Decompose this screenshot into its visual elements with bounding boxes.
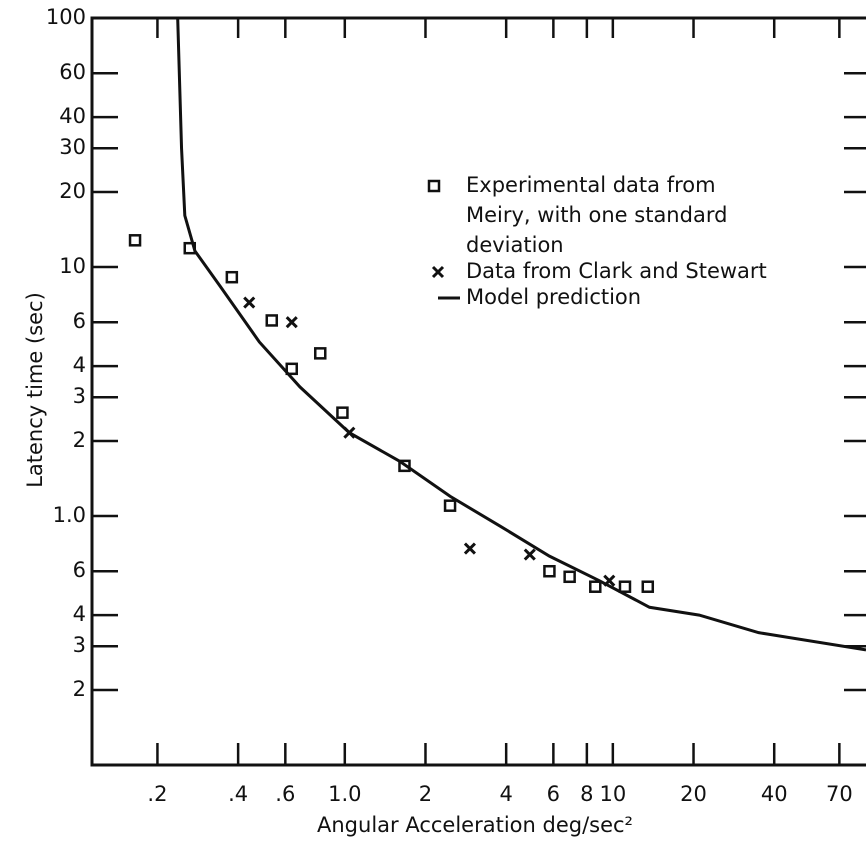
square-marker [641,580,655,593]
x-tick-label: .2 [147,782,167,806]
x-tick-label: .4 [228,782,248,806]
axes-frame [90,16,866,767]
y-axis-label: Latency time (sec) [23,292,47,488]
x-axis-label: Angular Acceleration deg/sec² [317,813,633,837]
cross-marker [463,542,476,555]
cross-marker [243,296,256,309]
cross-marker [523,548,536,561]
square-marker [618,580,632,593]
square-marker [265,314,279,327]
x-tick-label: 40 [761,782,788,806]
y-tick-label: 3 [73,633,86,657]
model-line [176,17,866,652]
square-marker [563,570,576,584]
square-marker [336,406,349,419]
y-tick-label: 100 [46,5,86,29]
square-marker [314,347,327,360]
y-tick-label: 6 [73,558,86,582]
x-tick-label: 20 [680,782,707,806]
y-tick-label: 3 [73,384,86,408]
legend-label: Model prediction [466,285,641,309]
cross-marker [431,265,445,279]
y-tick-label: 2 [73,428,86,452]
square-marker [443,499,457,512]
x-tick-label: 70 [826,782,853,806]
y-tick-label: 4 [73,602,86,626]
y-tick-label: 20 [59,179,86,203]
y-tick-label: 60 [59,60,86,84]
legend-label: Experimental data from Meiry, with one st… [466,173,727,257]
square-marker [427,179,441,193]
legend-label: Data from Clark and Stewart [466,259,767,283]
cross-marker [285,316,298,329]
square-marker [128,234,142,247]
square-marker [589,580,602,593]
x-tick-label: 1.0 [328,782,361,806]
square-marker [285,362,298,376]
y-tick-label: 30 [59,135,86,159]
y-tick-label: 4 [73,353,86,377]
x-tick-label: 6 [547,782,560,806]
y-tick-label: 2 [73,677,86,701]
y-tick-label: 40 [59,104,86,128]
x-tick-label: .6 [275,782,295,806]
square-marker [543,564,556,578]
x-tick-label: 2 [419,782,432,806]
x-tick-label: 10 [599,782,626,806]
y-tick-label: 10 [59,254,86,278]
y-tick-label: 1.0 [53,503,86,527]
y-tick-label: 6 [73,309,86,333]
square-marker [225,270,239,284]
x-tick-label: 8 [580,782,593,806]
x-tick-label: 4 [499,782,512,806]
